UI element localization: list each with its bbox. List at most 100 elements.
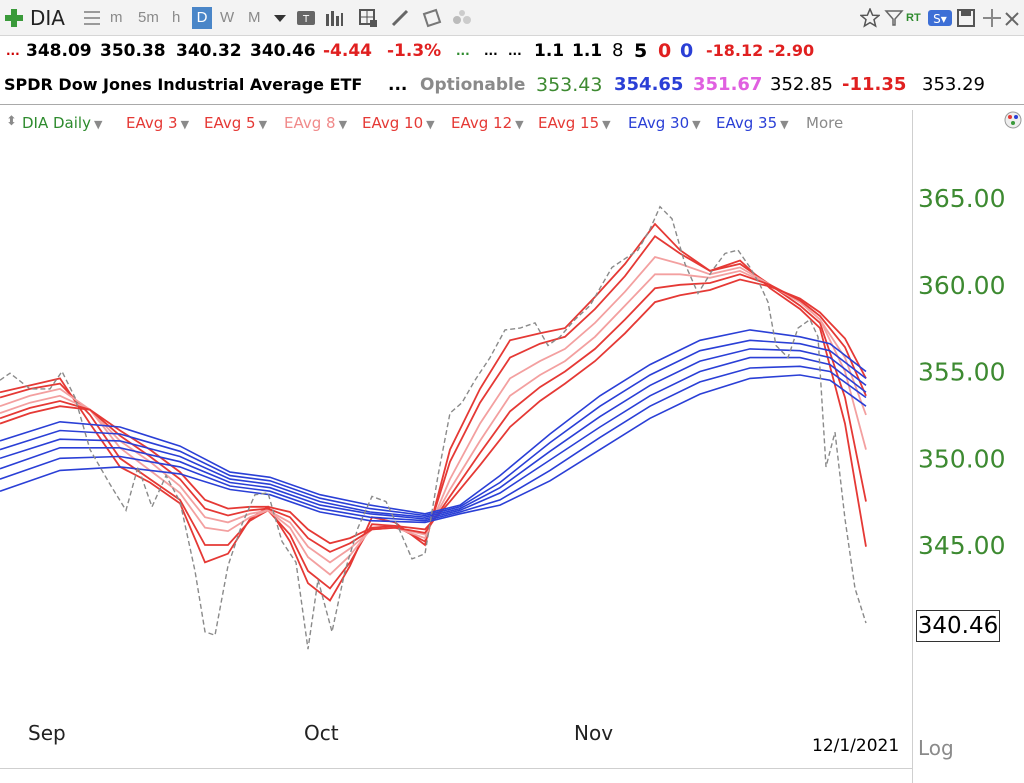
legend-item-eavg35[interactable]: EAvg 35 ▼ — [716, 114, 789, 132]
count-a: 8 — [612, 40, 624, 61]
value-pink: 351.67 — [693, 74, 763, 95]
legend-label: EAvg 8 — [284, 114, 336, 132]
caret-icon: ▼ — [692, 118, 701, 131]
legend-item-eavg8[interactable]: EAvg 8 ▼ — [284, 114, 347, 132]
interval-minute[interactable]: m — [110, 9, 123, 26]
close-icon[interactable] — [1004, 8, 1020, 28]
caret-icon: ▼ — [258, 118, 268, 131]
interval-hour[interactable]: h — [172, 9, 181, 26]
caret-icon: ▼ — [780, 118, 789, 131]
interval-weekly[interactable]: W — [220, 9, 235, 26]
svg-text:S▾: S▾ — [933, 12, 947, 26]
bar-chart-icon[interactable] — [324, 8, 344, 28]
caret-icon: ▼ — [602, 118, 611, 131]
optionable-label: Optionable — [420, 75, 526, 95]
axis-divider — [912, 110, 913, 783]
legend-label: EAvg 5 — [204, 114, 256, 132]
fast-ma-line — [0, 234, 867, 590]
log-scale-toggle[interactable]: Log — [918, 736, 954, 760]
indicator-legend: ⬍ DIA Daily ▼ EAvg 3 ▼ EAvg 5 ▼ EAvg 8 ▼ EAv… — [0, 104, 1024, 144]
legend-item-eavg3[interactable]: EAvg 3 ▼ — [126, 114, 189, 132]
interval-monthly[interactable]: M — [248, 9, 261, 26]
time-axis: Sep Oct Nov — [28, 721, 613, 745]
fast-ma-line — [0, 255, 867, 576]
security-name: SPDR Dow Jones Industrial Average ETF — [4, 75, 363, 94]
filter-icon[interactable] — [884, 8, 904, 28]
slow-moving-averages — [0, 329, 867, 524]
interval-daily[interactable]: D — [192, 7, 212, 29]
change-value: -4.44 — [323, 41, 372, 61]
price-tick-label: 350.00 — [918, 444, 1005, 473]
open-value: 348.09 — [26, 41, 92, 61]
save-icon[interactable] — [956, 8, 976, 28]
dots-black-2: ... — [508, 44, 522, 58]
text-tool-icon[interactable]: T — [296, 8, 316, 28]
move-icon[interactable] — [982, 8, 1002, 28]
legend-label: EAvg 12 — [451, 114, 513, 132]
legend-item-eavg30[interactable]: EAvg 30 ▼ — [628, 114, 701, 132]
legend-label: EAvg 35 — [716, 114, 778, 132]
last-price-box: 340.46 — [916, 610, 1000, 642]
month-label: Oct — [304, 721, 339, 745]
month-label: Nov — [574, 721, 613, 745]
slow-ma-line — [0, 356, 867, 520]
value-red: -11.35 — [842, 74, 907, 95]
caret-icon: ▼ — [180, 118, 190, 131]
legend-label: EAvg 3 — [126, 114, 178, 132]
high-value: 350.38 — [100, 41, 166, 61]
dots-red: ... — [6, 44, 20, 58]
price-tick-label: 360.00 — [918, 271, 1005, 300]
legend-item-eavg5[interactable]: EAvg 5 ▼ — [204, 114, 267, 132]
low-value: 340.32 — [176, 41, 242, 61]
security-ellipsis: ... — [388, 75, 408, 95]
add-symbol-icon[interactable] — [4, 8, 24, 28]
value-a: 1.1 — [534, 41, 565, 61]
legend-item-dia-daily[interactable]: DIA Daily ▼ — [22, 114, 102, 132]
price-tick-label: 365.00 — [918, 184, 1005, 213]
price-tick-label: 345.00 — [918, 531, 1005, 560]
pencil-icon[interactable] — [390, 8, 410, 28]
legend-label: EAvg 10 — [362, 114, 424, 132]
scan-icon[interactable]: S▾ — [928, 8, 952, 28]
count-d: 0 — [680, 40, 694, 62]
legend-move-icon[interactable]: ⬍ — [6, 114, 17, 129]
fast-ma-line — [0, 278, 867, 545]
grid-add-icon[interactable] — [358, 8, 378, 28]
note-icon[interactable] — [422, 8, 442, 28]
slow-ma-line — [0, 329, 867, 515]
neg-b: -2.90 — [768, 41, 815, 60]
symbol-label[interactable]: DIA — [30, 6, 65, 30]
legend-item-eavg15[interactable]: EAvg 15 ▼ — [538, 114, 611, 132]
dropdown-icon[interactable] — [270, 8, 290, 28]
realtime-badge[interactable]: RT — [906, 12, 921, 24]
price-series — [0, 205, 867, 650]
value-green: 353.43 — [536, 74, 603, 96]
svg-text:T: T — [302, 14, 310, 25]
count-b: 5 — [634, 40, 648, 62]
dots-green: ... — [456, 44, 470, 58]
price-tick-label: 355.00 — [918, 358, 1005, 387]
month-label: Sep — [28, 721, 66, 745]
interval-5min[interactable]: 5m — [138, 9, 159, 26]
value-blue: 354.65 — [614, 74, 684, 95]
list-icon[interactable] — [82, 8, 102, 28]
fast-ma-line — [0, 273, 867, 553]
caret-icon: ▼ — [338, 118, 348, 131]
star-icon[interactable] — [860, 8, 880, 28]
connect-icon[interactable] — [452, 8, 472, 28]
caret-icon: ▼ — [426, 118, 435, 131]
slow-ma-line — [0, 348, 867, 519]
bottom-divider — [0, 768, 912, 769]
legend-more-button[interactable]: More — [806, 114, 844, 132]
legend-item-eavg12[interactable]: EAvg 12 ▼ — [451, 114, 524, 132]
price-axis: 365.00 360.00 355.00 350.00 345.00 — [918, 184, 1005, 560]
caret-icon: ▼ — [93, 118, 103, 131]
value-last: 353.29 — [922, 74, 985, 95]
change-pct-value: -1.3% — [387, 41, 442, 61]
palette-icon[interactable] — [1004, 111, 1022, 129]
dots-black-1: ... — [484, 44, 498, 58]
value-b: 1.1 — [572, 41, 603, 61]
legend-item-eavg10[interactable]: EAvg 10 ▼ — [362, 114, 435, 132]
value-black: 352.85 — [770, 74, 833, 95]
